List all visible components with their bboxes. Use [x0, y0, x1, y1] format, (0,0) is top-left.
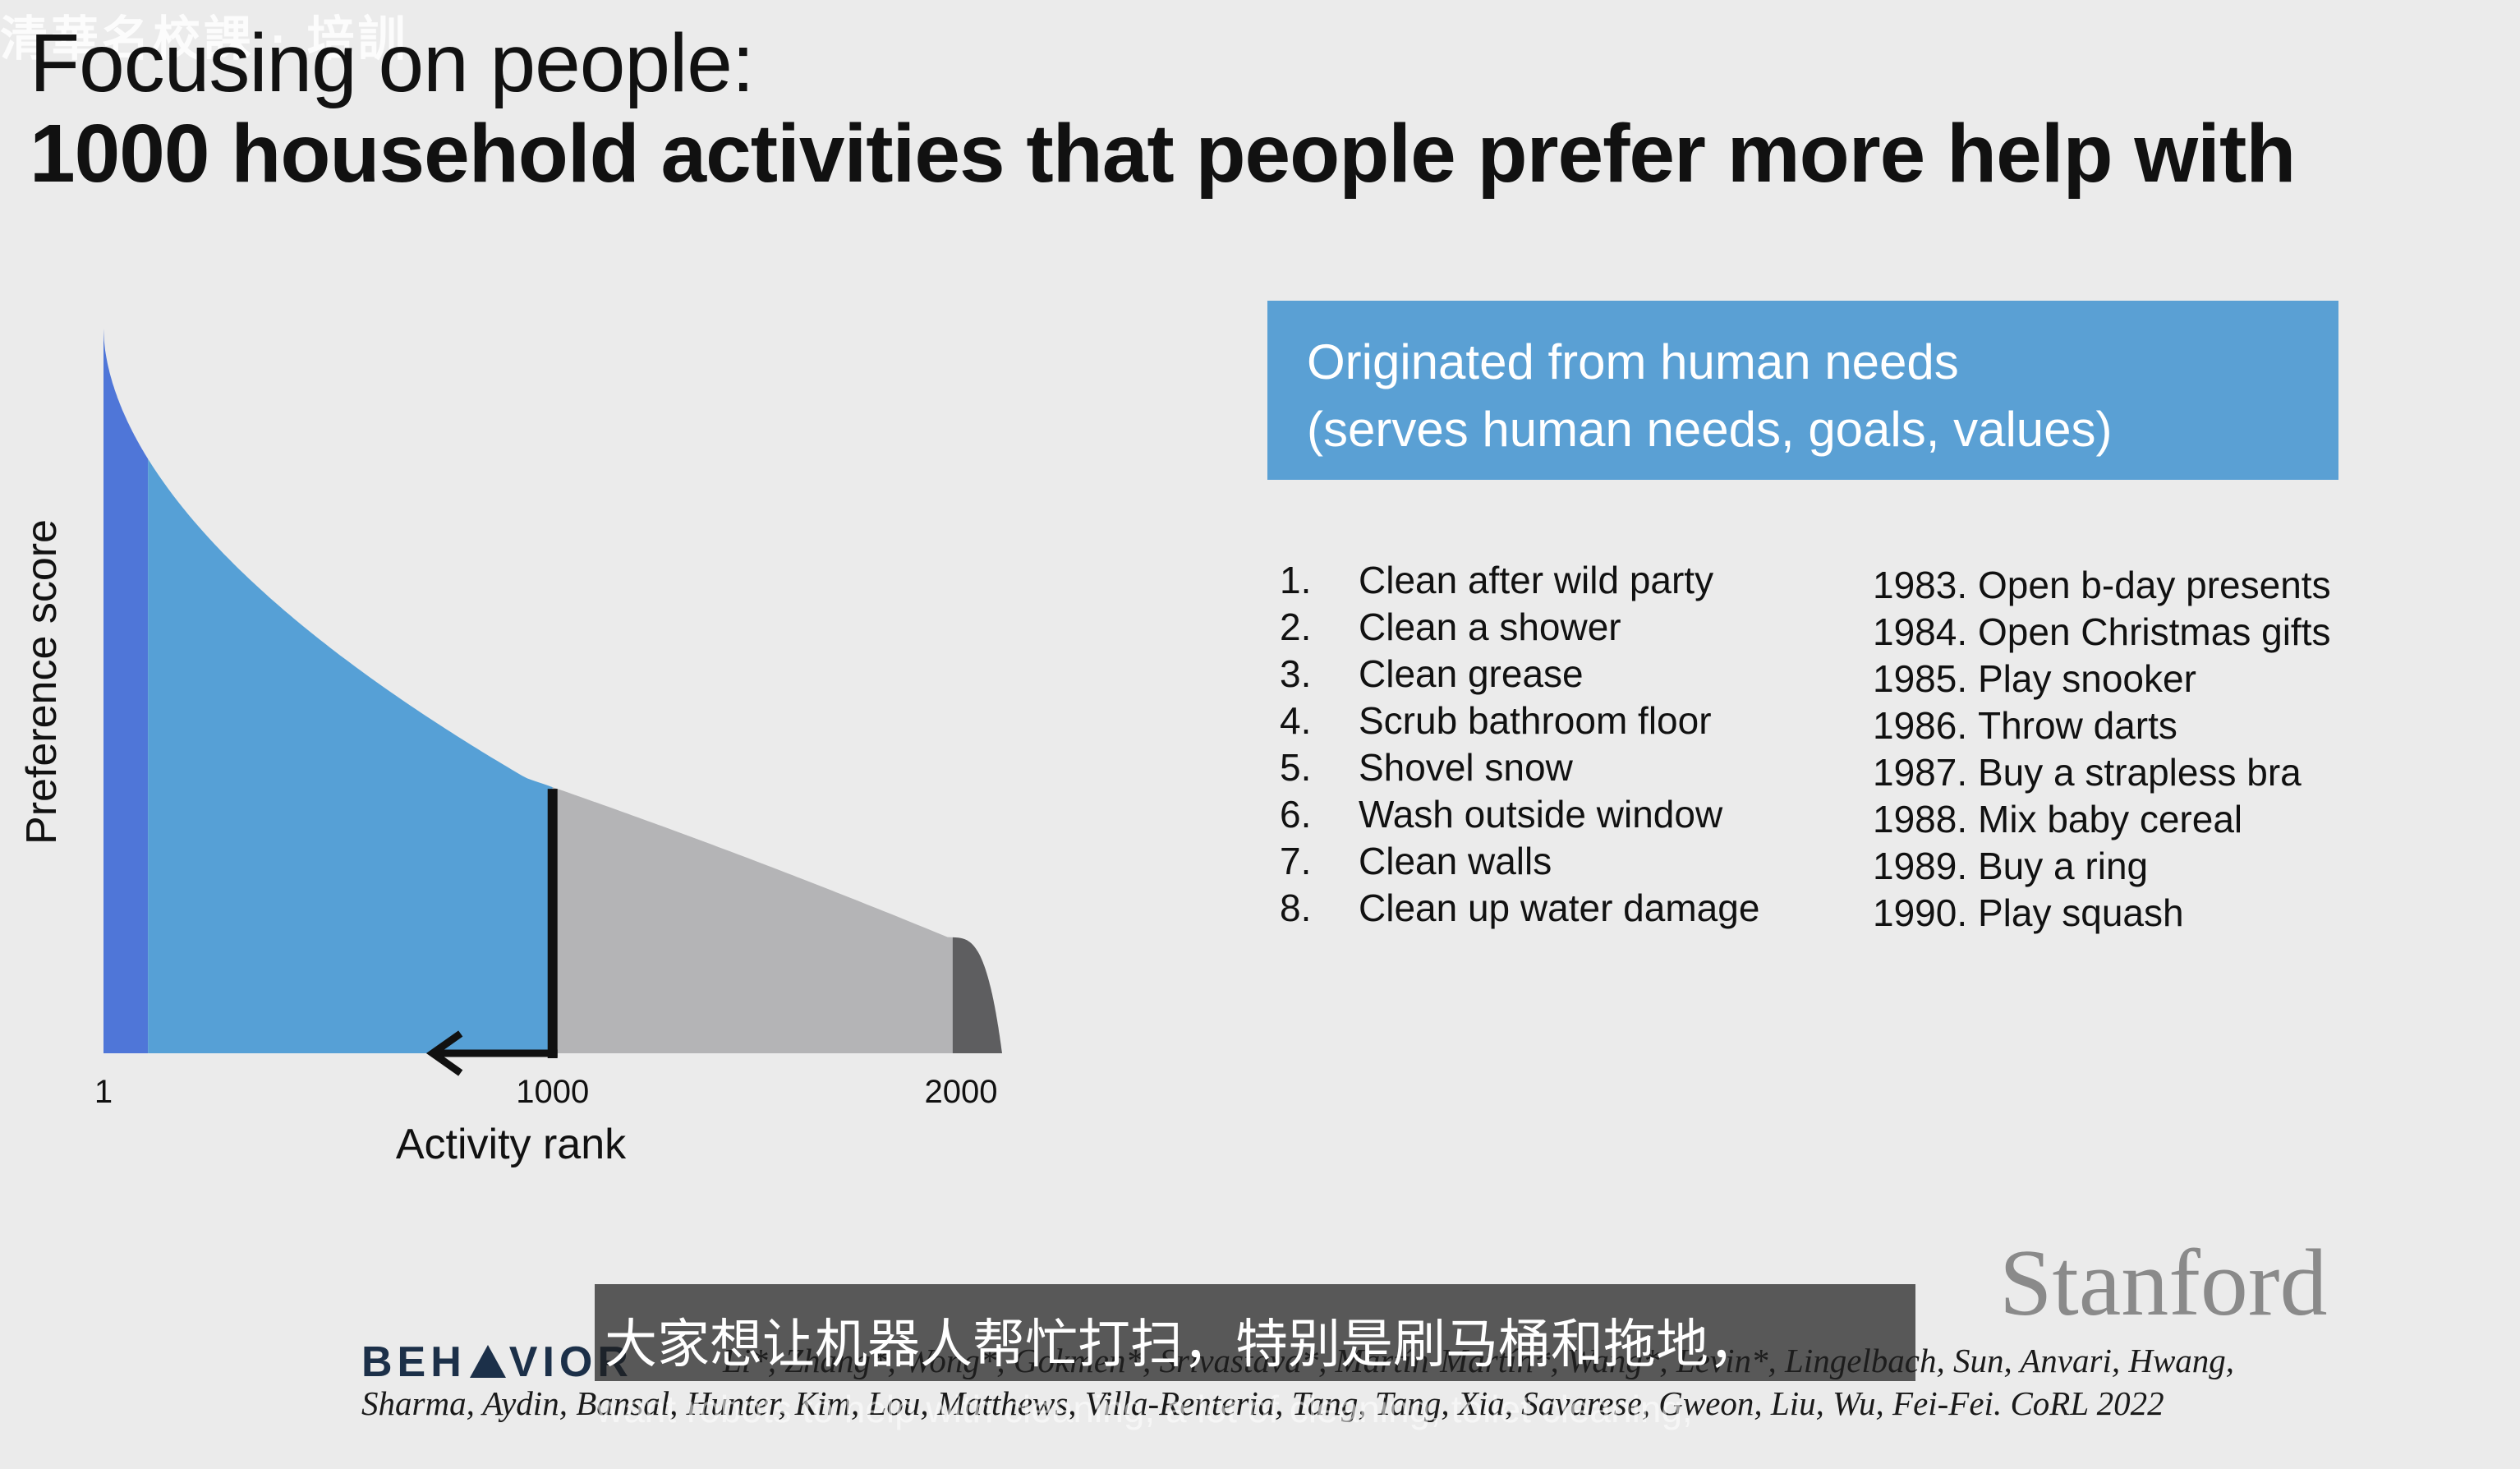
top-activity-item-label: Clean up water damage [1359, 886, 1760, 929]
chart-region-1 [148, 458, 553, 1053]
preference-chart: 1 1000 2000 Activity rank Preference score [18, 329, 1002, 1168]
top-activity-item: 2. Clean a shower [1280, 604, 1759, 651]
subtitle-cn: 大家想让机器人帮忙打扫，特别是刷马桶和拖地， [595, 1284, 1915, 1381]
slide-title-line1: Focusing on people: [30, 17, 755, 109]
top-activity-item: 1. Clean after wild party [1280, 557, 1759, 604]
x-tick-label: 1000 [516, 1074, 589, 1110]
stanford-logo: Stanford [1999, 1231, 2328, 1336]
human-needs-callout: Originated from human needs (serves huma… [1267, 301, 2338, 480]
bottom-activity-item-number: 1986. [1873, 704, 1968, 747]
bottom-activity-item-number: 1990. [1873, 891, 1968, 934]
slide-title-line2: 1000 household activities that people pr… [30, 108, 2296, 200]
top-activity-item-number: 8. [1280, 886, 1312, 929]
bottom-activity-item: 1986. Throw darts [1873, 702, 2331, 749]
chart-regions [103, 329, 1002, 1053]
bottom-activity-item: 1987. Buy a strapless bra [1873, 749, 2331, 796]
chart-region-0 [103, 329, 149, 1053]
top-activity-item-label: Clean a shower [1359, 606, 1621, 648]
x-axis-label: Activity rank [396, 1121, 627, 1168]
chart-region-3 [952, 937, 1002, 1053]
bottom-activity-item: 1984. Open Christmas gifts [1873, 609, 2331, 656]
bottom-activity-item: 1983. Open b-day presents [1873, 562, 2331, 609]
subtitle-en: want robots to help with cleaning, a lot… [596, 1388, 1693, 1430]
top-activity-item: 4. Scrub bathroom floor [1280, 698, 1759, 744]
top-activity-item-number: 4. [1280, 699, 1312, 742]
bottom-activity-item-label: Open Christmas gifts [1978, 610, 2331, 653]
x-tick-label: 1 [94, 1074, 113, 1110]
bottom-activity-item-label: Open b-day presents [1978, 564, 2331, 606]
bottom-activity-item-number: 1988. [1873, 798, 1968, 840]
behavior-logo-left: BEH [361, 1338, 467, 1386]
top-activity-item: 3. Clean grease [1280, 651, 1759, 698]
top-activity-item-number: 7. [1280, 840, 1312, 882]
bottom-activity-item: 1988. Mix baby cereal [1873, 796, 2331, 843]
behavior-logo: BEH VIOR [361, 1338, 633, 1387]
bottom-activity-item-label: Buy a ring [1978, 845, 2149, 887]
top-activity-item: 8. Clean up water damage [1280, 885, 1759, 932]
top-activity-item-label: Clean grease [1359, 652, 1584, 695]
top-activities-list: 1. Clean after wild party 2. Clean a shower… [1280, 557, 1759, 932]
bottom-activity-item: 1985. Play snooker [1873, 656, 2331, 702]
bottom-activity-item-number: 1989. [1873, 845, 1968, 887]
video-watermark: 清華名校課 · 培訓 [0, 12, 409, 66]
top-activity-item-number: 3. [1280, 652, 1312, 695]
x-tick-labels: 1 1000 2000 [94, 1074, 998, 1110]
citation-line2: Sharma, Aydin, Bansal, Hunter, Kim, Lou,… [361, 1384, 2164, 1422]
top-activity-item-label: Clean walls [1359, 840, 1552, 882]
top-activity-item-label: Clean after wild party [1359, 559, 1714, 601]
top-activity-item-number: 2. [1280, 606, 1312, 648]
bottom-activity-item-label: Play squash [1978, 891, 2184, 934]
bottom-activities-list: 1983. Open b-day presents 1984. Open Christ… [1873, 562, 2331, 937]
x-tick-label: 2000 [925, 1074, 998, 1110]
top-activity-item-label: Scrub bathroom floor [1359, 699, 1712, 742]
top-activity-item-number: 5. [1280, 746, 1312, 789]
bottom-activity-item-number: 1984. [1873, 610, 1968, 653]
cutoff-arrow-head [425, 1030, 463, 1076]
callout-line1: Originated from human needs [1307, 334, 1959, 389]
top-activity-item-number: 6. [1280, 793, 1312, 836]
bottom-activity-item-number: 1985. [1873, 657, 1968, 700]
bottom-activity-item-label: Buy a strapless bra [1978, 751, 2302, 794]
top-activity-item: 7. Clean walls [1280, 838, 1759, 885]
y-axis-label: Preference score [18, 519, 66, 845]
top-activity-item-label: Shovel snow [1359, 746, 1573, 789]
top-activity-item-number: 1. [1280, 559, 1312, 601]
callout-line2: (serves human needs, goals, values) [1307, 402, 2113, 457]
bottom-activity-item-label: Play snooker [1978, 657, 2196, 700]
top-activity-item: 6. Wash outside window [1280, 791, 1759, 838]
bottom-activity-item: 1990. Play squash [1873, 890, 2331, 937]
bottom-activity-item: 1989. Buy a ring [1873, 843, 2331, 890]
chart-region-2 [552, 787, 953, 1053]
bottom-activity-item-label: Mix baby cereal [1978, 798, 2243, 840]
bottom-activity-item-label: Throw darts [1978, 704, 2177, 747]
top-activity-item: 5. Shovel snow [1280, 744, 1759, 791]
bottom-activity-item-number: 1983. [1873, 564, 1968, 606]
behavior-logo-a-icon [469, 1345, 506, 1378]
top-activity-item-label: Wash outside window [1359, 793, 1723, 836]
bottom-activity-item-number: 1987. [1873, 751, 1968, 794]
